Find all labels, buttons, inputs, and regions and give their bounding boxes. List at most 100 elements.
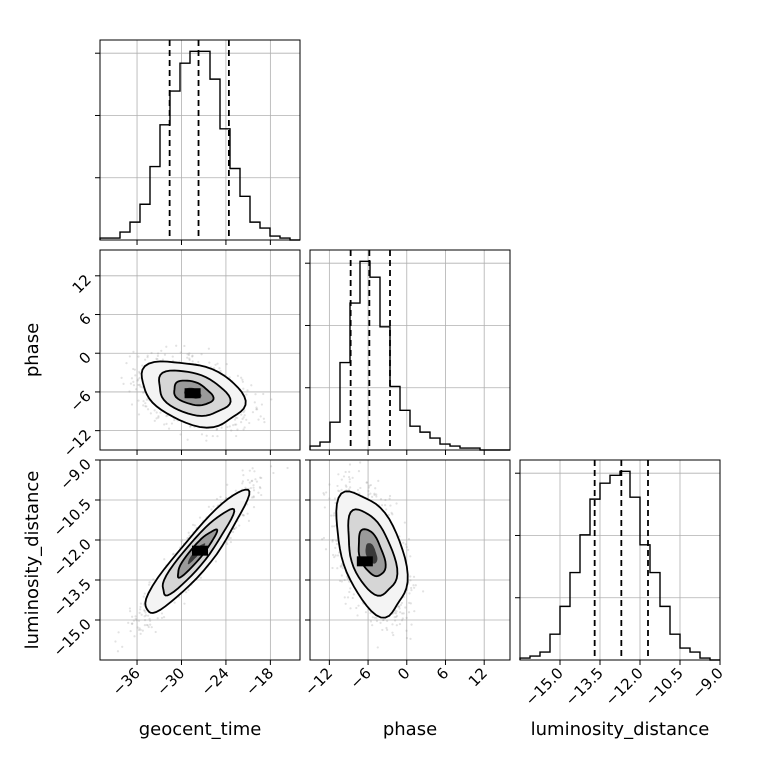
y-tick-label: −10.5	[50, 495, 95, 540]
sample-point	[262, 392, 265, 396]
sample-point	[334, 501, 337, 505]
sample-point	[238, 524, 241, 527]
sample-point	[146, 356, 149, 359]
sample-point	[246, 512, 249, 515]
sample-point	[241, 513, 244, 516]
sample-point	[240, 421, 243, 424]
sample-point	[377, 479, 380, 482]
sample-point	[188, 534, 191, 537]
sample-point	[230, 429, 233, 432]
sample-point	[375, 493, 378, 496]
sample-point	[240, 413, 243, 416]
sample-point	[116, 650, 120, 653]
sample-point	[193, 524, 196, 527]
sample-point	[171, 355, 174, 358]
sample-point	[409, 579, 412, 582]
sample-point	[205, 439, 208, 442]
sample-point	[165, 415, 168, 418]
sample-point	[322, 536, 326, 540]
sample-point	[395, 615, 398, 619]
panel-phase-vs-geocent_time	[99, 249, 301, 451]
sample-point	[248, 469, 251, 472]
sample-point	[142, 400, 145, 403]
sample-point	[260, 493, 263, 497]
histogram-step	[309, 260, 510, 451]
sample-point	[128, 607, 131, 610]
sample-point	[134, 617, 137, 620]
sample-point	[216, 362, 219, 365]
x-axis-label-phase: phase	[383, 719, 437, 740]
sample-point	[330, 514, 333, 517]
sample-point	[408, 592, 411, 595]
sample-point	[133, 368, 136, 371]
sample-point	[132, 367, 135, 371]
sample-point	[148, 617, 151, 620]
panel-content	[100, 460, 300, 660]
sample-point	[129, 610, 132, 613]
panel-background	[310, 460, 510, 660]
sample-point	[343, 596, 346, 599]
sample-point	[125, 362, 128, 365]
sample-point	[242, 514, 245, 517]
sample-point	[183, 602, 186, 605]
sample-point	[373, 616, 376, 619]
sample-point	[135, 619, 138, 622]
sample-point	[252, 486, 255, 489]
sample-point	[251, 496, 254, 499]
sample-point	[173, 418, 176, 422]
sample-point	[408, 601, 411, 604]
sample-point	[212, 505, 215, 508]
sample-point	[331, 538, 334, 542]
sample-point	[236, 374, 240, 377]
sample-point	[331, 540, 334, 543]
sample-point	[333, 556, 336, 559]
sample-point	[388, 494, 392, 498]
sample-point	[197, 360, 200, 364]
sample-point	[344, 484, 347, 487]
sample-point	[399, 603, 403, 606]
sample-point	[392, 633, 395, 637]
sample-point	[339, 564, 342, 567]
sample-point	[252, 489, 256, 492]
sample-point	[257, 491, 260, 494]
sample-point	[398, 622, 402, 626]
sample-point	[348, 470, 351, 473]
sample-point	[214, 560, 218, 563]
sample-point	[332, 553, 335, 557]
sample-point	[255, 408, 258, 411]
sample-point	[234, 489, 237, 492]
sample-point	[340, 580, 343, 583]
sample-point	[122, 382, 125, 385]
sample-point	[356, 614, 359, 617]
sample-point	[229, 540, 232, 544]
sample-point	[328, 483, 331, 486]
sample-point	[142, 391, 145, 394]
sample-point	[165, 345, 168, 348]
sample-point	[405, 629, 408, 632]
x-axis-label-luminosity_distance: luminosity_distance	[531, 719, 710, 740]
panel-luminosity_distance-vs-geocent_time	[99, 459, 301, 661]
sample-point	[137, 619, 141, 622]
sample-point	[398, 605, 401, 608]
sample-point	[345, 485, 348, 488]
hist-panel-geocent_time	[95, 39, 301, 241]
sample-point	[374, 487, 377, 490]
sample-point	[348, 480, 351, 484]
sample-point	[243, 409, 246, 412]
sample-point	[162, 616, 166, 619]
density-peak	[192, 545, 208, 556]
sample-point	[137, 628, 141, 632]
y-axis-label-phase: phase	[22, 323, 43, 377]
sample-point	[139, 628, 142, 631]
sample-point	[357, 604, 360, 607]
panel-luminosity_distance-vs-phase	[309, 459, 511, 661]
sample-point	[243, 426, 246, 429]
sample-point	[139, 632, 142, 635]
sample-point	[137, 355, 140, 358]
sample-point	[356, 488, 360, 492]
sample-point	[131, 622, 134, 625]
x-tick-label: 0	[394, 664, 413, 683]
sample-point	[150, 626, 153, 629]
sample-point	[337, 489, 340, 492]
sample-point	[404, 543, 407, 546]
